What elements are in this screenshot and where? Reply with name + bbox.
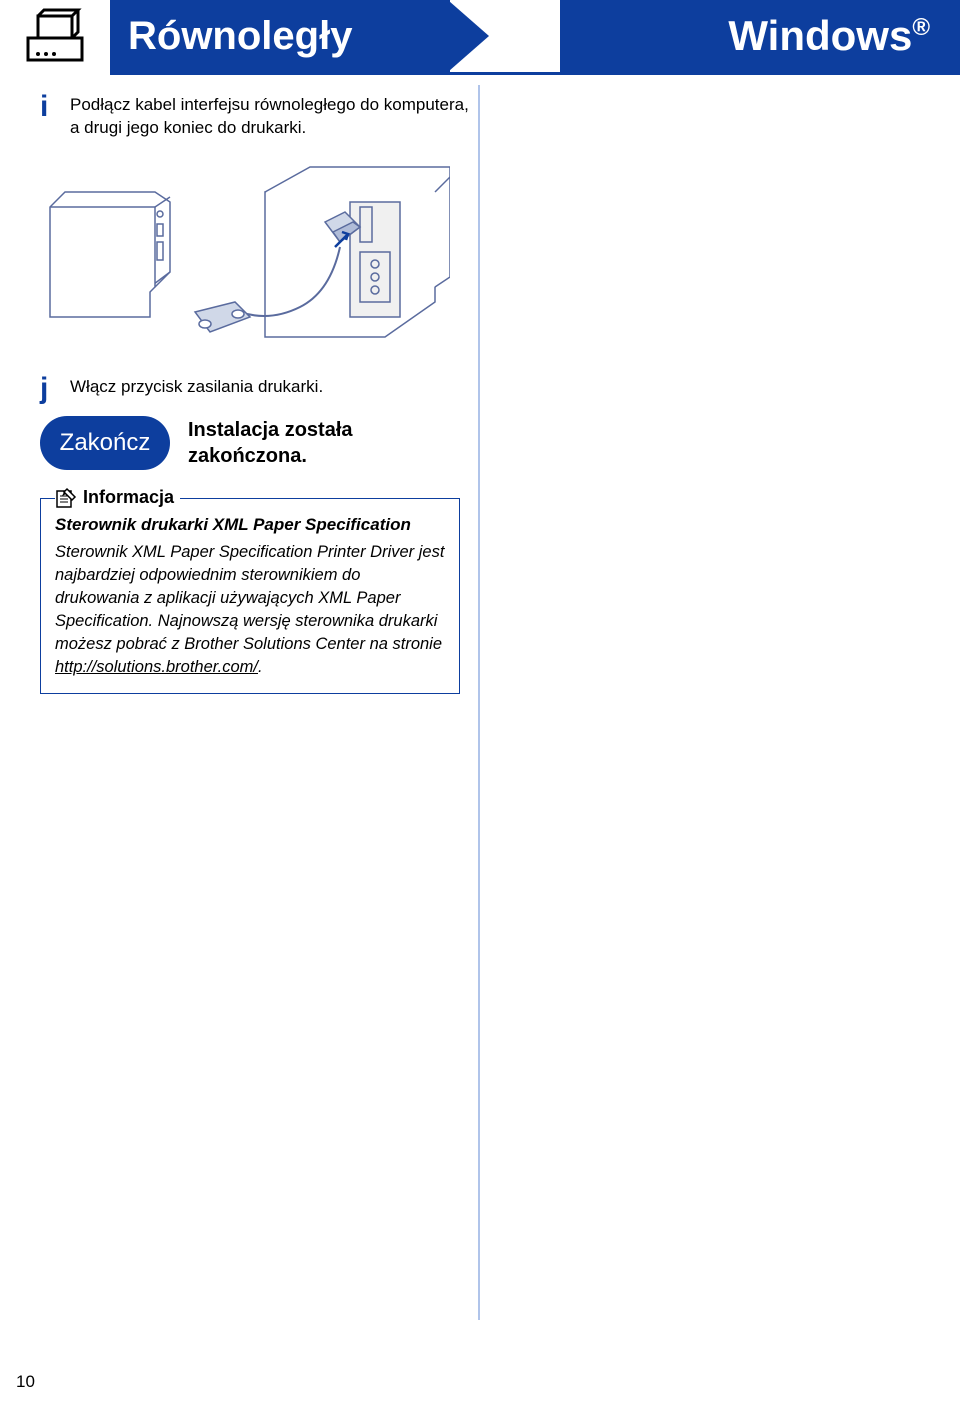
- step-i-letter: i: [40, 92, 70, 122]
- note-icon: [55, 487, 77, 509]
- cable-diagram: [40, 152, 450, 347]
- header-right-title: Windows®: [728, 12, 930, 60]
- header-arrow: [450, 0, 560, 75]
- registered-mark: ®: [912, 14, 930, 41]
- printer-icon-container: [0, 0, 110, 75]
- left-column: i Podłącz kabel interfejsu równoległego …: [0, 85, 470, 694]
- os-name: Windows: [728, 12, 912, 59]
- info-subtitle: Sterownik drukarki XML Paper Specificati…: [55, 515, 445, 535]
- page-number: 10: [16, 1372, 35, 1392]
- info-link[interactable]: http://solutions.brother.com/: [55, 658, 258, 676]
- column-divider: [478, 85, 480, 1320]
- arrow-icon: [449, 1, 489, 71]
- finish-row: Zakończ Instalacja została zakończona.: [40, 416, 470, 470]
- header-right-section: Windows®: [560, 0, 960, 75]
- finish-text: Instalacja została zakończona.: [188, 417, 470, 469]
- header-left-section: Równoległy: [110, 0, 450, 75]
- step-i: i Podłącz kabel interfejsu równoległego …: [40, 90, 470, 140]
- info-box: Informacja Sterownik drukarki XML Paper …: [40, 498, 460, 695]
- info-label: Informacja: [55, 487, 180, 509]
- printer-icon: [20, 8, 90, 68]
- info-body: Sterownik XML Paper Specification Printe…: [55, 541, 445, 680]
- step-i-text: Podłącz kabel interfejsu równoległego do…: [70, 90, 470, 140]
- step-j: j Włącz przycisk zasilania drukarki.: [40, 372, 470, 404]
- finish-badge: Zakończ: [40, 416, 170, 470]
- page-header: Równoległy Windows®: [0, 0, 960, 75]
- info-body-text-2: .: [258, 658, 263, 676]
- step-j-text: Włącz przycisk zasilania drukarki.: [70, 372, 323, 399]
- info-body-text-1: Sterownik XML Paper Specification Printe…: [55, 543, 444, 653]
- info-label-text: Informacja: [83, 487, 174, 508]
- step-j-letter: j: [40, 374, 70, 404]
- header-left-title: Równoległy: [128, 14, 352, 59]
